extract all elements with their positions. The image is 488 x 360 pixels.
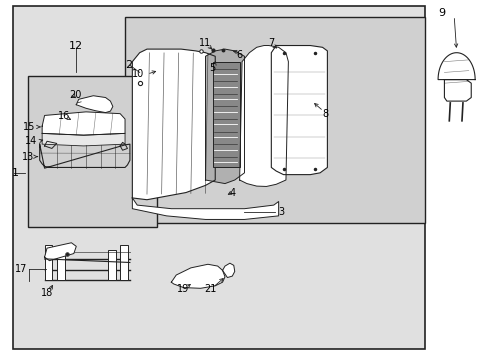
Polygon shape [222,263,234,278]
Text: 12: 12 [69,41,83,50]
Bar [125,17,424,223]
Text: 14: 14 [25,136,37,146]
Polygon shape [42,112,125,135]
Polygon shape [42,134,125,146]
Bar [13,6,424,348]
Text: 4: 4 [229,188,236,198]
Text: 6: 6 [236,50,242,60]
Text: 11: 11 [199,38,211,48]
Text: 16: 16 [58,111,70,121]
Polygon shape [205,49,244,184]
Text: 10: 10 [132,69,144,79]
Polygon shape [132,49,215,200]
Text: 15: 15 [23,122,36,132]
Text: 3: 3 [278,207,284,217]
Bar [108,250,116,280]
Text: 19: 19 [177,284,189,294]
Polygon shape [76,96,113,113]
Text: 7: 7 [267,38,274,48]
Text: 5: 5 [209,63,216,73]
Text: 2: 2 [125,60,132,70]
Bar [120,244,128,280]
Polygon shape [271,45,327,175]
Polygon shape [171,264,224,288]
Polygon shape [437,53,474,101]
Polygon shape [44,243,76,261]
Text: 20: 20 [69,90,81,100]
Bar [27,76,157,226]
Text: 13: 13 [21,152,34,162]
Text: 21: 21 [204,284,216,294]
Bar [44,244,52,280]
Bar [212,62,239,167]
Text: 8: 8 [321,109,327,119]
Text: 18: 18 [41,288,53,298]
Polygon shape [239,45,288,186]
Text: 9: 9 [438,8,445,18]
Polygon shape [132,198,278,220]
Text: 1: 1 [11,168,19,178]
Text: 17: 17 [15,264,27,274]
Bar [57,250,64,280]
